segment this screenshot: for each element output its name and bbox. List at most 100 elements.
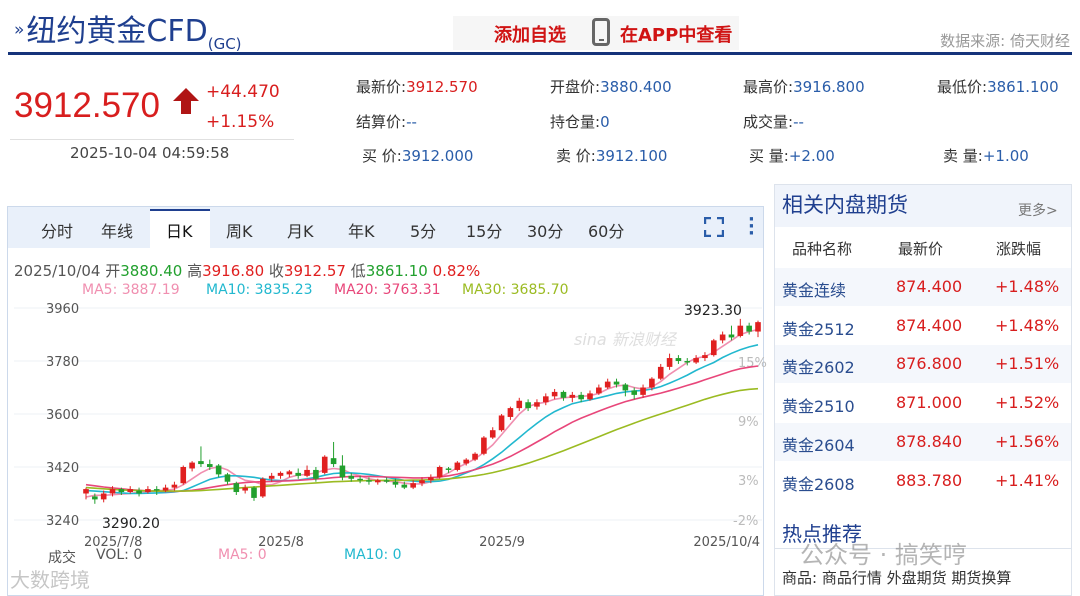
more-options-icon[interactable]: · · · bbox=[748, 209, 755, 244]
x-tick-label: 2025/7/8 bbox=[84, 535, 142, 550]
view-in-app-button[interactable]: 在APP中查看 bbox=[620, 25, 733, 46]
quote-field-label: 开盘价: bbox=[550, 78, 601, 96]
fullscreen-icon[interactable] bbox=[704, 217, 724, 237]
table-row[interactable] bbox=[775, 268, 1071, 306]
tab-0[interactable]: 分时 bbox=[41, 222, 74, 241]
row-name[interactable]: 黄金连续 bbox=[782, 281, 847, 300]
candle-body bbox=[419, 480, 425, 484]
tab-7[interactable]: 15分 bbox=[466, 222, 503, 241]
tab-9[interactable]: 60分 bbox=[588, 222, 625, 241]
candle-body bbox=[710, 340, 717, 356]
candle-body bbox=[755, 322, 761, 332]
col-name: 品种名称 bbox=[792, 240, 853, 258]
quote-field-label: 最新价: bbox=[356, 78, 407, 96]
candle-body bbox=[215, 465, 222, 475]
row-name[interactable]: 黄金2602 bbox=[782, 358, 855, 378]
candle-body bbox=[401, 484, 408, 488]
quote-field-value: 3912.000 bbox=[401, 147, 474, 165]
tab-6[interactable]: 5分 bbox=[410, 222, 437, 241]
phone-icon bbox=[592, 18, 610, 46]
quote-field: 卖 价:3912.100 bbox=[556, 145, 667, 166]
quote-field-value: 3861.100 bbox=[987, 78, 1059, 96]
tab-4[interactable]: 月K bbox=[287, 222, 314, 241]
quote-field-label: 结算价: bbox=[356, 113, 407, 131]
quote-field: 买 量:+2.00 bbox=[749, 145, 835, 166]
row-name[interactable]: 黄金2604 bbox=[782, 435, 855, 455]
info-close-label: 收 bbox=[268, 262, 284, 280]
candle-body bbox=[551, 391, 558, 397]
tab-8[interactable]: 30分 bbox=[527, 222, 564, 241]
quote-field-label: 买 量: bbox=[749, 147, 789, 165]
instrument-code: (GC) bbox=[207, 35, 242, 53]
row-pct: +1.52% bbox=[995, 393, 1060, 413]
hot-divider bbox=[775, 548, 1071, 549]
candle-body bbox=[525, 402, 531, 409]
quote-field-label: 持仓量: bbox=[550, 113, 601, 131]
candle-body bbox=[604, 381, 611, 388]
table-row[interactable] bbox=[775, 345, 1071, 384]
candle-body bbox=[463, 459, 470, 464]
candle-body bbox=[100, 493, 107, 500]
table-row[interactable] bbox=[775, 384, 1071, 423]
quote-field-value: 3912.570 bbox=[406, 78, 478, 96]
info-pct: 0.82% bbox=[432, 262, 481, 280]
candle-body bbox=[374, 480, 381, 483]
candle-body bbox=[481, 437, 487, 454]
candle-body bbox=[649, 378, 655, 388]
quote-field: 买 价:3912.000 bbox=[362, 145, 473, 166]
ma20-value: MA20: 3763.31 bbox=[334, 282, 441, 298]
last-price: 3912.570 bbox=[14, 86, 160, 125]
candle-body bbox=[83, 489, 89, 494]
quote-field-value: 0 bbox=[600, 113, 610, 131]
candle-body bbox=[357, 478, 363, 481]
candle-body bbox=[454, 462, 461, 470]
candle-body bbox=[569, 394, 576, 398]
row-name[interactable]: 黄金2510 bbox=[782, 397, 855, 417]
candle-body bbox=[233, 483, 240, 493]
related-header bbox=[775, 185, 1071, 227]
hot-links[interactable]: 商品: 商品行情 外盘期货 期货换算 bbox=[782, 569, 1012, 587]
tab-2[interactable]: 日K bbox=[166, 222, 193, 241]
quote-field-value: +1.00 bbox=[982, 147, 1029, 165]
add-favorite-button[interactable]: 添加自选 bbox=[494, 25, 566, 46]
candle-body bbox=[251, 487, 257, 498]
candle-body bbox=[330, 458, 337, 465]
y-tick-label: 3600 bbox=[46, 408, 79, 423]
row-name[interactable]: 黄金2512 bbox=[782, 319, 855, 339]
row-price: 871.000 bbox=[896, 393, 963, 413]
candle-body bbox=[640, 387, 646, 395]
tab-5[interactable]: 年K bbox=[348, 222, 375, 241]
quote-field-label: 买 价: bbox=[362, 147, 402, 165]
watermark-right: 公众号 · 搞笑哼 bbox=[800, 541, 967, 569]
up-arrow-icon bbox=[173, 88, 199, 114]
quote-field-label: 卖 量: bbox=[943, 147, 983, 165]
candle-body bbox=[153, 489, 160, 491]
y-tick-label: 3780 bbox=[46, 355, 79, 370]
volume-ma5: MA5: 0 bbox=[218, 547, 267, 563]
volume-value: VOL: 0 bbox=[96, 547, 143, 563]
x-tick-label: 2025/8 bbox=[258, 535, 304, 550]
info-low-label: 低 bbox=[350, 262, 366, 280]
related-more-link[interactable]: 更多> bbox=[1018, 203, 1058, 219]
table-row[interactable] bbox=[775, 306, 1071, 345]
candle-body bbox=[428, 477, 434, 481]
candle-body bbox=[189, 462, 195, 469]
candle-body bbox=[260, 478, 266, 497]
price-change: +44.470 bbox=[206, 82, 280, 102]
period-tabs bbox=[8, 207, 763, 248]
candle-body bbox=[737, 325, 744, 336]
sina-watermark: sina 新浪财经 bbox=[574, 330, 676, 349]
candle-body bbox=[145, 489, 151, 493]
row-name[interactable]: 黄金2608 bbox=[782, 474, 855, 494]
ma-line-ma20 bbox=[85, 365, 759, 493]
table-row[interactable] bbox=[775, 461, 1071, 500]
candle-body bbox=[92, 496, 98, 500]
tab-1[interactable]: 年线 bbox=[101, 222, 134, 241]
ma-line-ma10 bbox=[85, 344, 759, 495]
tab-3[interactable]: 周K bbox=[226, 222, 253, 241]
info-date: 2025/10/04 bbox=[14, 262, 101, 280]
candle-body bbox=[277, 472, 284, 476]
row-pct: +1.48% bbox=[995, 315, 1060, 335]
table-row[interactable] bbox=[775, 422, 1071, 461]
